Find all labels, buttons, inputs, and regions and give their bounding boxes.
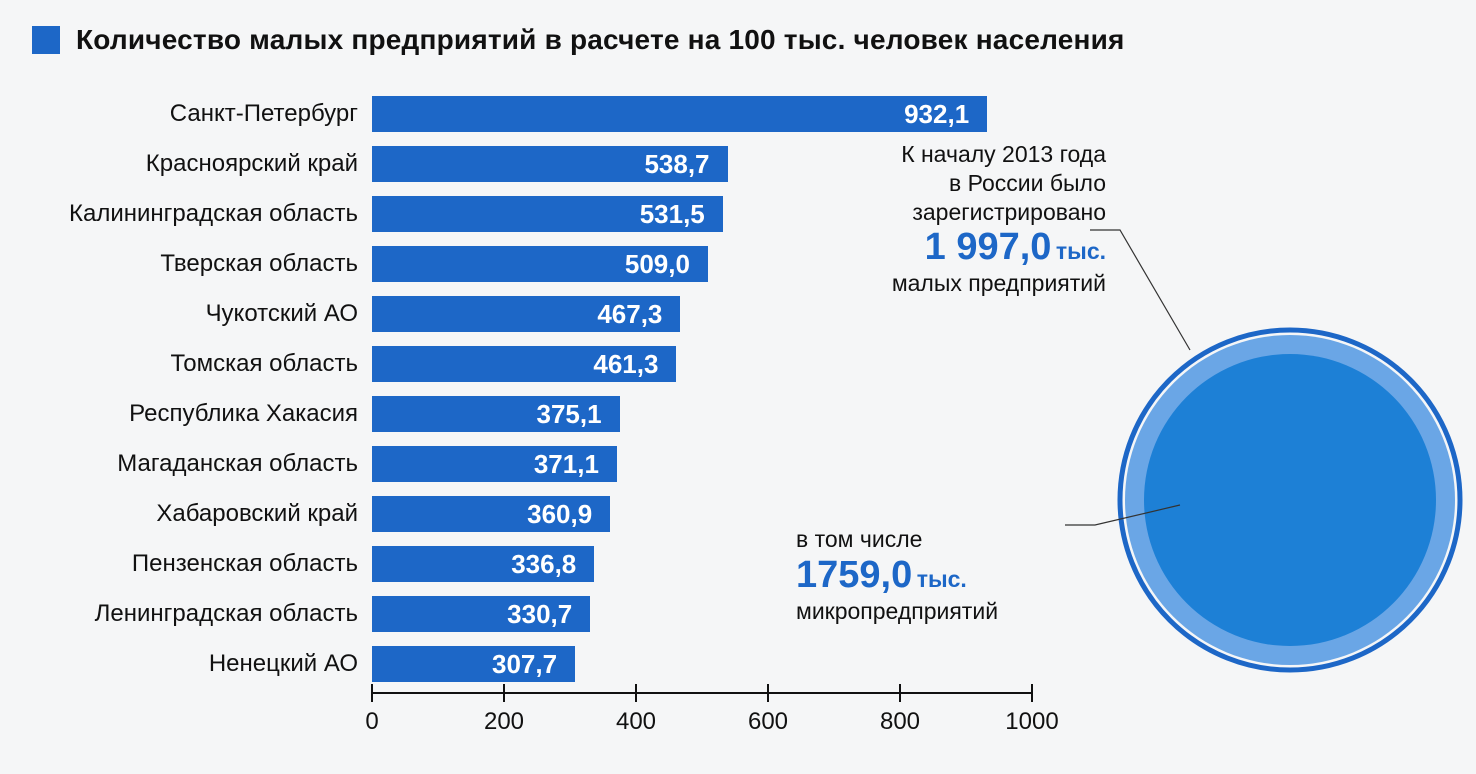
callout-value-line: 1759,0 тыс. [796, 554, 1076, 597]
bar-value: 307,7 [372, 644, 575, 684]
legend-square-icon [32, 26, 60, 54]
bar-value: 375,1 [372, 394, 620, 434]
bar-value: 509,0 [372, 244, 708, 284]
pie-inner-disc [1144, 354, 1436, 646]
bar-value: 371,1 [372, 444, 617, 484]
bar-track: 467,3 [372, 294, 1032, 334]
axis-tick-label: 400 [616, 708, 656, 736]
callout-line: в том числе [796, 525, 1076, 554]
callout-line: малых предприятий [786, 269, 1106, 298]
x-axis: 02004006008001000 [372, 692, 1032, 752]
bar-label: Магаданская область [32, 450, 372, 478]
callout-total: К началу 2013 года в России было зарегис… [786, 140, 1106, 298]
callout-micro: в том числе 1759,0 тыс. микропредприятий [796, 525, 1076, 626]
axis-tick [371, 684, 373, 702]
bar-value: 336,8 [372, 544, 594, 584]
bar-label: Санкт-Петербург [32, 100, 372, 128]
bar-track: 371,1 [372, 444, 1032, 484]
bar-value: 360,9 [372, 494, 610, 534]
callout-value-line: 1 997,0 тыс. [786, 226, 1106, 269]
axis-tick [767, 684, 769, 702]
callout-unit: тыс. [917, 566, 967, 592]
axis-tick [899, 684, 901, 702]
bar-value: 531,5 [372, 194, 723, 234]
bar-label: Калининградская область [32, 200, 372, 228]
chart-title: Количество малых предприятий в расчете н… [76, 24, 1125, 56]
callout-unit: тыс. [1056, 238, 1106, 264]
pie-total-disc [1125, 335, 1455, 665]
axis-tick-label: 800 [880, 708, 920, 736]
bar-track: 375,1 [372, 394, 1032, 434]
bar-label: Пензенская область [32, 550, 372, 578]
bar-label: Ленинградская область [32, 600, 372, 628]
axis-tick [503, 684, 505, 702]
callout-value: 1759,0 [796, 554, 912, 596]
axis-tick-label: 600 [748, 708, 788, 736]
leader-line-micro [1065, 505, 1180, 525]
callout-line: К началу 2013 года [786, 140, 1106, 169]
bar-value: 467,3 [372, 294, 680, 334]
bar-label: Республика Хакасия [32, 400, 372, 428]
bar-label: Хабаровский край [32, 500, 372, 528]
callout-value: 1 997,0 [925, 226, 1052, 268]
bar-label: Тверская область [32, 250, 372, 278]
bar-value: 461,3 [372, 344, 676, 384]
bar-value: 932,1 [372, 94, 987, 134]
callout-line: в России было [786, 169, 1106, 198]
bar-row: Томская область461,3 [32, 342, 1032, 386]
bar-label: Томская область [32, 350, 372, 378]
axis-tick-label: 200 [484, 708, 524, 736]
callout-line: микропредприятий [796, 597, 1076, 626]
bar-row: Ненецкий АО307,7 [32, 642, 1032, 686]
chart-title-row: Количество малых предприятий в расчете н… [32, 24, 1444, 56]
axis-tick [1031, 684, 1033, 702]
bar-value: 538,7 [372, 144, 728, 184]
bar-label: Красноярский край [32, 150, 372, 178]
pie-outer-ring-icon [1120, 330, 1460, 670]
bar-row: Магаданская область371,1 [32, 442, 1032, 486]
bar-track: 461,3 [372, 344, 1032, 384]
bar-label: Чукотский АО [32, 300, 372, 328]
bar-row: Чукотский АО467,3 [32, 292, 1032, 336]
bar-row: Республика Хакасия375,1 [32, 392, 1032, 436]
axis-tick-label: 1000 [1005, 708, 1058, 736]
axis-tick [635, 684, 637, 702]
axis-tick-label: 0 [365, 708, 378, 736]
bar-value: 330,7 [372, 594, 590, 634]
bar-row: Санкт-Петербург932,1 [32, 92, 1032, 136]
callout-line: зарегистрировано [786, 198, 1106, 227]
bar-track: 932,1 [372, 94, 1032, 134]
bar-label: Ненецкий АО [32, 650, 372, 678]
bar-track: 307,7 [372, 644, 1032, 684]
